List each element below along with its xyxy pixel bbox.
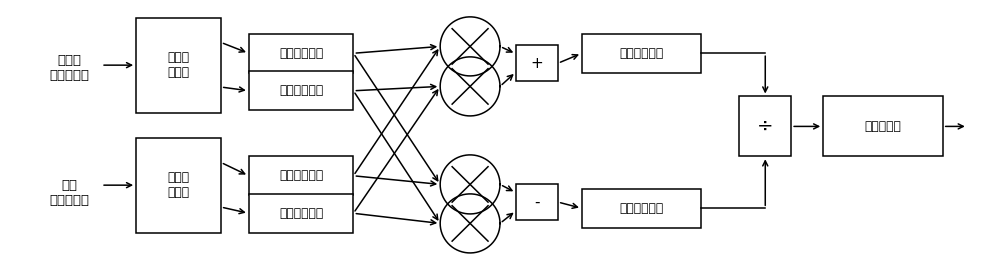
- Bar: [249, 34, 353, 73]
- Bar: [739, 97, 791, 156]
- Bar: [249, 156, 353, 195]
- Text: ÷: ÷: [757, 117, 774, 136]
- Text: 取实部
取虚部: 取实部 取虚部: [167, 171, 189, 199]
- Text: 积分清零电路: 积分清零电路: [619, 202, 664, 215]
- Bar: [582, 34, 701, 73]
- Bar: [516, 45, 558, 81]
- Text: 积分清零电路: 积分清零电路: [279, 47, 323, 60]
- Text: 反正切运算: 反正切运算: [864, 120, 901, 133]
- Text: 待标校
零中频信号: 待标校 零中频信号: [49, 54, 89, 82]
- Bar: [516, 184, 558, 220]
- Text: 参考
零中频信号: 参考 零中频信号: [49, 179, 89, 207]
- Text: +: +: [531, 56, 543, 71]
- Text: 积分清零电路: 积分清零电路: [279, 207, 323, 220]
- Bar: [249, 71, 353, 110]
- Bar: [249, 194, 353, 233]
- Text: 积分清零电路: 积分清零电路: [619, 47, 664, 60]
- Bar: [823, 97, 943, 156]
- Bar: [136, 18, 221, 113]
- Text: 积分清零电路: 积分清零电路: [279, 169, 323, 182]
- Text: 积分清零电路: 积分清零电路: [279, 84, 323, 97]
- Bar: [582, 189, 701, 228]
- Text: -: -: [534, 195, 540, 210]
- Bar: [136, 138, 221, 233]
- Text: 取实部
取虚部: 取实部 取虚部: [167, 51, 189, 79]
